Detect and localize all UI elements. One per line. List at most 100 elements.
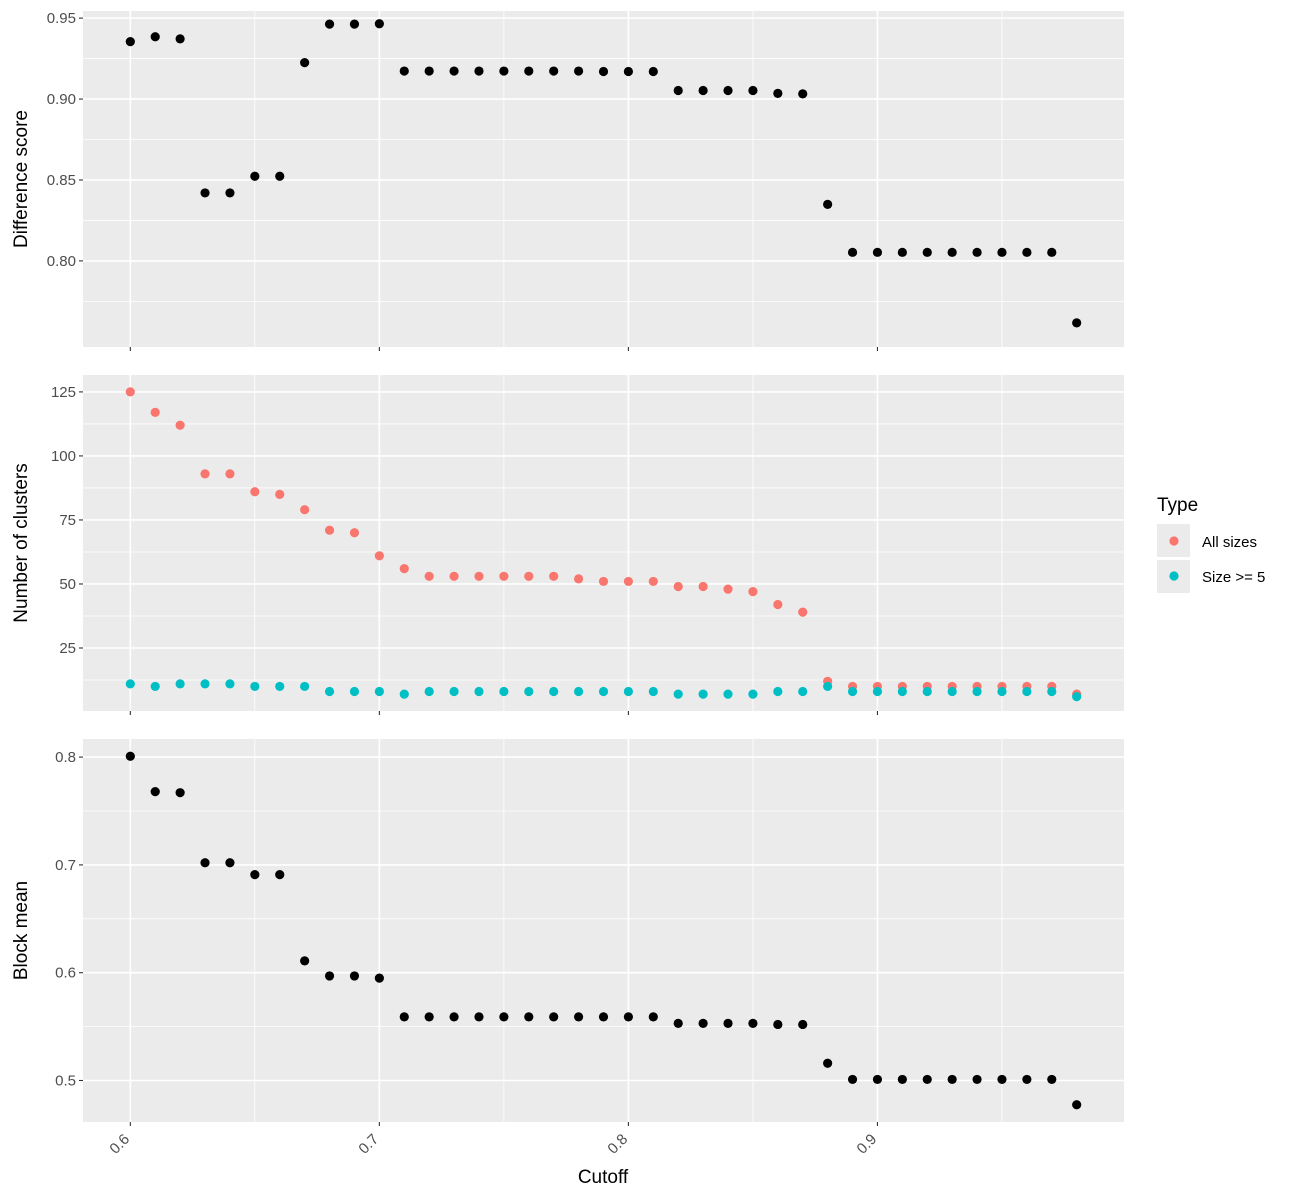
data-point: [1072, 692, 1082, 702]
data-point: [524, 571, 534, 581]
legend: Type All sizes Size >= 5: [1157, 495, 1265, 593]
data-point: [598, 686, 609, 697]
data-point: [474, 571, 484, 581]
data-point: [499, 66, 509, 76]
data-point: [922, 247, 932, 257]
panel-background: [83, 375, 1124, 711]
data-point: [748, 587, 758, 597]
data-point: [150, 407, 160, 417]
series-block-mean: [125, 751, 1082, 1110]
data-point: [798, 89, 808, 99]
data-point: [424, 1012, 434, 1022]
y-tick-label: 75: [59, 512, 76, 529]
data-point: [374, 19, 384, 29]
data-point: [399, 564, 409, 574]
data-point: [175, 420, 185, 430]
data-point: [872, 1074, 883, 1085]
data-point: [474, 66, 484, 76]
panel-background: [83, 11, 1124, 347]
data-point: [150, 32, 160, 42]
data-point: [947, 686, 957, 697]
data-point: [847, 1074, 858, 1085]
data-point: [150, 681, 160, 692]
data-point: [275, 870, 285, 880]
data-point: [399, 1012, 409, 1022]
legend-title: Type: [1157, 495, 1198, 516]
data-point: [275, 171, 285, 181]
data-point: [300, 58, 310, 68]
data-point: [648, 1012, 658, 1022]
data-point: [798, 607, 808, 617]
data-point: [499, 571, 509, 581]
data-point: [200, 858, 210, 868]
y-tick-label: 50: [59, 576, 76, 593]
data-point: [847, 686, 858, 697]
data-point: [349, 19, 360, 29]
data-point: [698, 581, 708, 592]
data-point: [1022, 247, 1032, 257]
data-point: [673, 581, 683, 592]
y-axis-title-difference-score: Difference score: [11, 110, 32, 248]
data-point: [648, 576, 658, 587]
data-point: [349, 971, 360, 981]
x-tick-label: 0.8: [604, 1131, 631, 1158]
panel-background: [83, 739, 1124, 1122]
y-tick-label: 0.8: [55, 749, 76, 766]
data-point: [399, 66, 409, 76]
data-point: [723, 584, 733, 594]
data-point: [225, 679, 235, 689]
data-point: [573, 1012, 584, 1022]
data-point: [449, 66, 459, 76]
data-point: [947, 1074, 957, 1085]
data-point: [275, 681, 285, 692]
data-point: [125, 36, 135, 47]
data-point: [997, 1074, 1007, 1085]
data-point: [748, 85, 758, 96]
data-point: [150, 787, 160, 797]
data-point: [1047, 686, 1057, 697]
data-point: [847, 247, 858, 257]
data-point: [972, 686, 982, 697]
data-point: [623, 686, 634, 697]
data-point: [798, 686, 808, 697]
data-point: [673, 1018, 683, 1028]
panel-number-of-clusters: 25 50 75 100 125 Number of clusters: [11, 375, 1124, 715]
data-point: [474, 1012, 484, 1022]
y-tick-label: 125: [51, 384, 76, 401]
data-point: [225, 469, 235, 479]
data-point: [723, 689, 733, 699]
data-point: [324, 971, 335, 981]
data-point: [1047, 247, 1057, 257]
data-point: [997, 247, 1007, 257]
data-point: [524, 66, 534, 76]
data-point: [275, 489, 285, 499]
data-point: [324, 19, 335, 29]
data-point: [773, 599, 783, 610]
data-point: [424, 571, 434, 581]
data-point: [723, 1018, 733, 1028]
data-point: [673, 689, 683, 699]
x-tick-label: 0.7: [355, 1131, 382, 1158]
panel-difference-score: 0.80 0.85 0.90 0.95 Difference score: [11, 10, 1124, 351]
data-point: [922, 686, 932, 697]
series-size-5: [125, 679, 1082, 702]
data-point: [673, 85, 683, 96]
data-point: [897, 686, 907, 697]
data-point: [573, 66, 584, 76]
data-point: [972, 1074, 982, 1085]
data-point: [573, 574, 584, 584]
x-axis-title: Cutoff: [578, 1167, 629, 1188]
data-point: [897, 1074, 907, 1085]
data-point: [200, 679, 210, 689]
data-point: [125, 679, 135, 689]
data-point: [175, 788, 185, 798]
data-point: [598, 576, 609, 587]
data-point: [1022, 686, 1032, 697]
series-difference-score: [125, 19, 1082, 328]
x-tick-label: 0.6: [106, 1131, 133, 1158]
data-point: [300, 681, 310, 692]
data-point: [200, 188, 210, 198]
data-point: [549, 571, 559, 581]
data-point: [897, 247, 907, 257]
